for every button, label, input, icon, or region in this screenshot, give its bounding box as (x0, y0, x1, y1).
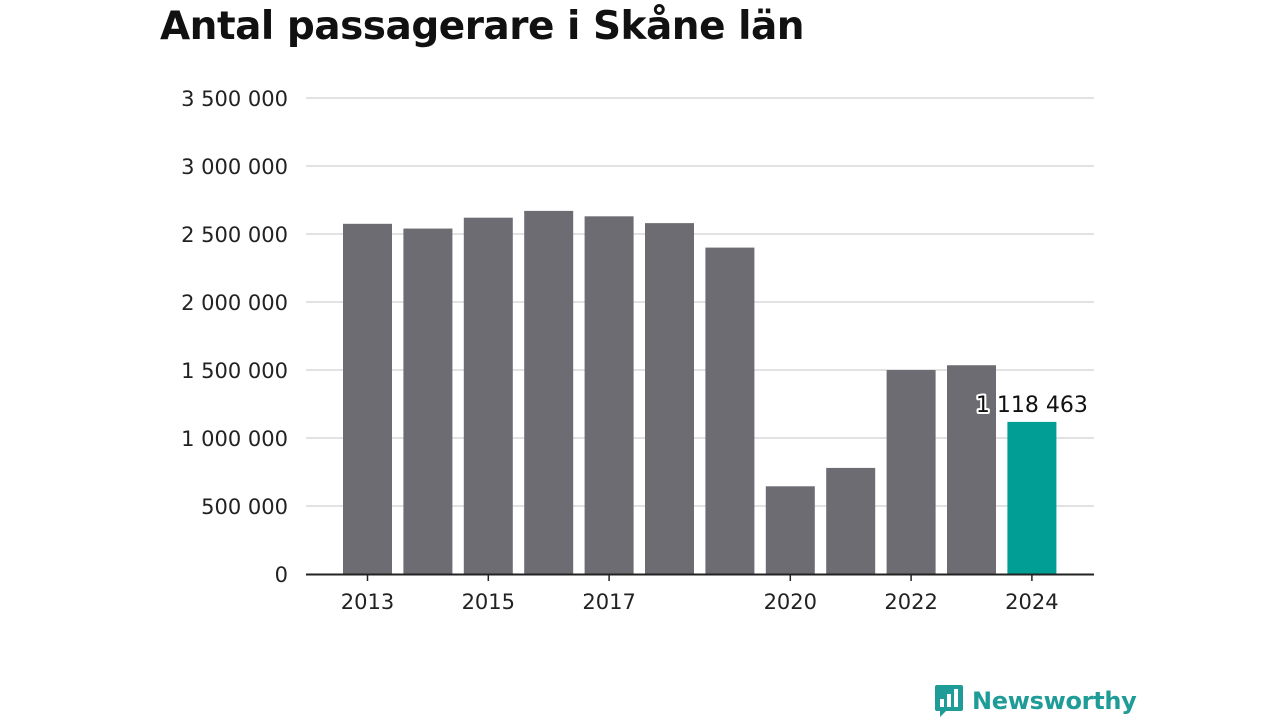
bars (343, 210, 1057, 575)
y-tick-label: 0 (275, 563, 288, 587)
chart-title: Antal passagerare i Skåne län (160, 4, 805, 49)
y-tick-label: 2 000 000 (181, 291, 288, 315)
x-tick-label: 2022 (884, 590, 937, 614)
newsworthy-logo: Newsworthy (934, 682, 1137, 720)
y-axis-tick-labels: 0 500 000 1 000 000 1 500 000 2 000 000 2 500… (181, 87, 288, 587)
bar-2015 (463, 217, 513, 574)
y-tick-label: 3 500 000 (181, 87, 288, 111)
y-tick-label: 500 000 (201, 495, 288, 519)
x-tick-label: 2024 (1005, 590, 1058, 614)
y-tick-label: 1 000 000 (181, 427, 288, 451)
x-axis-tick-labels: 2013 2015 2017 2020 2022 2024 (341, 590, 1059, 614)
bar-2023 (947, 365, 996, 574)
bar-2020 (765, 486, 815, 574)
bar-2022 (886, 370, 936, 574)
bar-2016 (524, 210, 574, 574)
bar-2017 (584, 216, 634, 574)
bar-2013 (343, 223, 392, 575)
bar-2021 (826, 467, 876, 574)
x-tick-label: 2013 (341, 590, 394, 614)
bar-2019 (705, 247, 755, 574)
x-axis (306, 573, 1094, 581)
y-tick-label: 1 500 000 (181, 359, 288, 383)
bar-2024 (1007, 421, 1057, 574)
data-label-2024: 1 118 463 (976, 393, 1088, 418)
y-tick-label: 3 000 000 (181, 155, 288, 179)
x-tick-label: 2020 (764, 590, 817, 614)
brand-name: Newsworthy (972, 687, 1137, 715)
bar-2014 (403, 228, 453, 574)
data-labels: 1 118 463 (974, 391, 1090, 420)
x-tick-label: 2015 (462, 590, 515, 614)
y-tick-label: 2 500 000 (181, 223, 288, 247)
x-tick-label: 2017 (582, 590, 635, 614)
bar-chart-speech-bubble-icon (935, 685, 963, 717)
bar-2018 (645, 223, 694, 574)
